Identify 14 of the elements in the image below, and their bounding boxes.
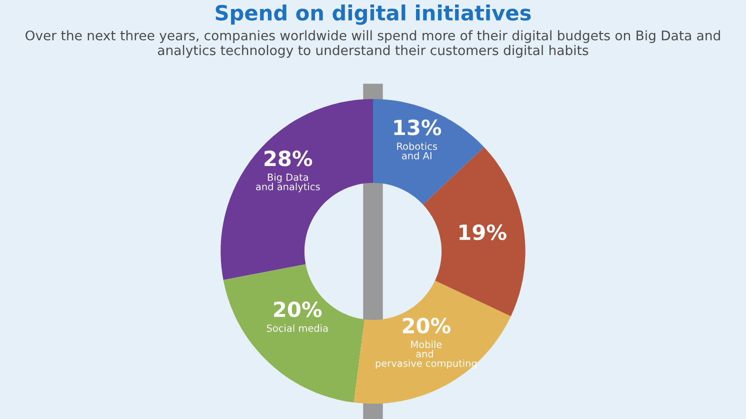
slice-label: Robotics and AI: [397, 142, 438, 160]
data-label: 19%: [460, 224, 506, 240]
donut-slice: [223, 264, 364, 403]
slice-label: Big Data and analytics: [256, 173, 320, 192]
data-label: 20%: [402, 318, 450, 334]
slice-label: Social media: [266, 324, 328, 332]
chart-subtitle: Over the next three years, companies worldwide will spend more of their digital budgets on Big Data and analytics technology to understand their customers digital habits: [26, 30, 720, 58]
donut-slice: [220, 99, 373, 280]
data-label: 13%: [394, 120, 442, 136]
data-label: 20%: [274, 301, 322, 318]
donut-slice: [354, 280, 511, 404]
donut-slice: [373, 99, 484, 204]
chart-title: Spend on digital initiatives: [216, 4, 531, 25]
data-label: 28%: [264, 150, 312, 166]
